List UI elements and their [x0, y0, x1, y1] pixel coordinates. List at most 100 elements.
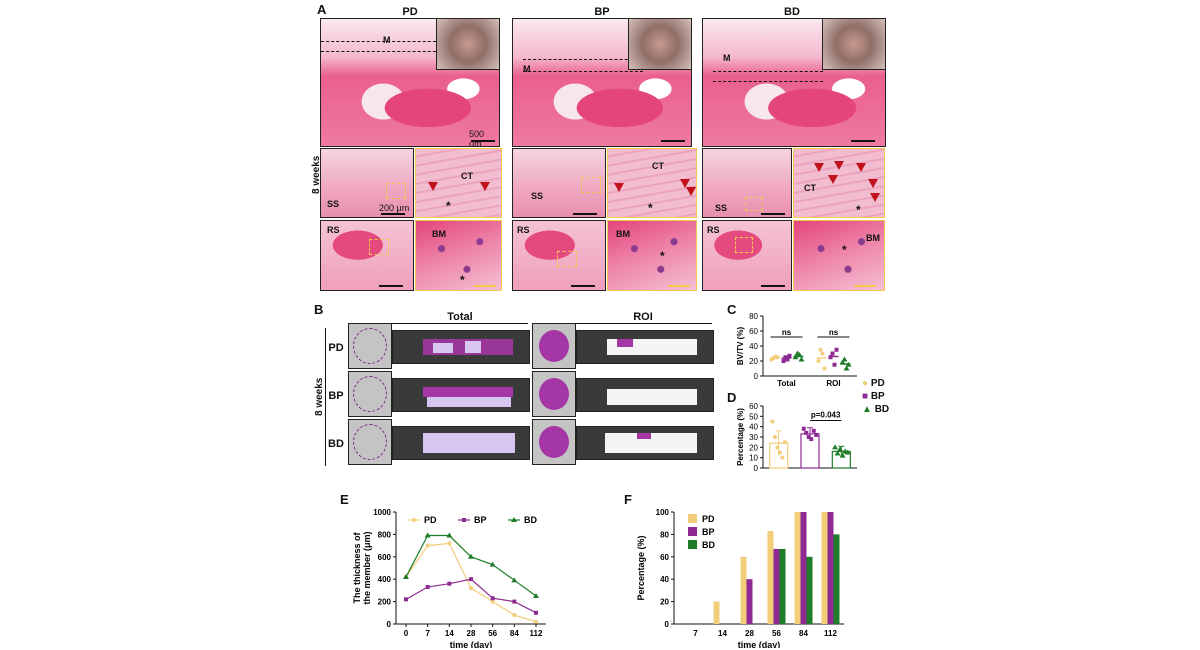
- data-point: [798, 356, 805, 362]
- y-tick-label: 10: [749, 454, 758, 463]
- y-tick-label: 0: [387, 620, 392, 629]
- zoom-region-box: [386, 183, 406, 199]
- microct-cross-section-bd: [348, 419, 392, 465]
- scale-bar: [474, 285, 496, 287]
- tag-rs: RS: [327, 225, 340, 235]
- y-tick-label: 50: [749, 412, 758, 421]
- membrane-boundary: [321, 51, 441, 52]
- scale-bar: [761, 213, 785, 215]
- tag-bm: BM: [616, 229, 630, 239]
- y-tick-label: 0: [754, 464, 759, 473]
- y-tick-label: 400: [378, 575, 392, 584]
- tag-ct: CT: [652, 161, 664, 171]
- bone-fragment: [427, 397, 511, 407]
- bone-fragment: [607, 389, 697, 405]
- asterisk-marker: *: [446, 199, 451, 213]
- microct-longitudinal-roi-pd: [576, 330, 714, 364]
- tag-ss: SS: [715, 203, 728, 213]
- legend-label: BD: [702, 540, 715, 550]
- data-point: [775, 355, 780, 360]
- data-point: [839, 359, 846, 365]
- tag-rs: RS: [517, 225, 530, 235]
- legend-label: BP: [870, 391, 885, 402]
- data-point: [772, 435, 777, 439]
- x-tick-label: 28: [745, 629, 754, 638]
- tag-ss: SS: [531, 191, 544, 201]
- microct-longitudinal-total-bp: [392, 378, 530, 412]
- scale-bar: [761, 285, 785, 287]
- asterisk-marker: *: [842, 243, 847, 257]
- scale-bar: [661, 140, 685, 142]
- x-tick-label: 84: [510, 629, 519, 638]
- y-tick-label: 0: [665, 620, 670, 629]
- scale-bar: [379, 285, 403, 287]
- membrane-boundary: [321, 41, 441, 42]
- x-tick-label: Total: [777, 379, 796, 388]
- data-point: [828, 355, 833, 360]
- legend-label: PD: [424, 515, 437, 525]
- roi-circle: [353, 376, 387, 412]
- series-line: [405, 578, 537, 614]
- data-point: [775, 445, 780, 450]
- x-tick-label: 14: [718, 629, 727, 638]
- data-point: [425, 543, 430, 548]
- data-point: [534, 610, 538, 615]
- microct-longitudinal-roi-bd: [576, 426, 714, 460]
- data-point: [845, 361, 852, 367]
- panel-b-row-bp: BP: [328, 390, 344, 402]
- data-point: [804, 430, 809, 435]
- he-rs-pd: RS: [320, 220, 414, 291]
- scale-bar: [471, 140, 495, 142]
- zoom-region-box: [745, 197, 763, 211]
- legend-item-pd: ● PD: [862, 378, 902, 391]
- bone-fragment: [605, 433, 697, 453]
- bar: [746, 579, 753, 624]
- scale-bar: [571, 285, 595, 287]
- panel-a-label: A: [317, 2, 327, 17]
- data-point: [403, 573, 409, 579]
- bone-volume-overlay: [423, 387, 513, 397]
- y-tick-label: 0: [754, 372, 759, 381]
- red-arrow-icon: [480, 182, 490, 191]
- significance-label: ns: [829, 328, 839, 337]
- bone-fragment: [423, 433, 515, 453]
- panel-a-group-bd: BD: [784, 6, 800, 18]
- gross-photo-inset: [436, 19, 499, 70]
- he-ss-bd: SS: [702, 148, 792, 218]
- y-tick-label: 20: [749, 357, 758, 366]
- red-arrow-icon: [680, 179, 690, 188]
- data-point: [844, 449, 851, 455]
- red-arrow-icon: [856, 163, 866, 172]
- y-tick-label: 200: [378, 598, 392, 607]
- bar: [767, 531, 774, 624]
- data-point: [780, 455, 785, 460]
- data-point: [837, 446, 844, 452]
- x-tick-label: 28: [467, 629, 476, 638]
- bar: [779, 548, 786, 624]
- he-rs-bp: RS: [512, 220, 606, 291]
- microct-longitudinal-total-bd: [392, 426, 530, 460]
- panel-e-label: E: [340, 492, 349, 507]
- red-arrow-icon: [868, 179, 878, 188]
- roi-circle: [353, 424, 387, 460]
- asterisk-marker: *: [648, 201, 653, 215]
- he-ss-pd: SS 200 μm: [320, 148, 414, 218]
- y-tick-label: 20: [749, 443, 758, 452]
- divider: [392, 323, 528, 324]
- scale-bar: [854, 285, 876, 287]
- data-point: [425, 585, 430, 590]
- significance-label: ns: [782, 328, 792, 337]
- microct-longitudinal-total-pd: [392, 330, 530, 364]
- legend-marker: [412, 518, 416, 522]
- legend-swatch: [688, 527, 697, 536]
- data-point: [468, 553, 474, 559]
- gross-photo-inset: [628, 19, 691, 70]
- data-point: [834, 347, 839, 352]
- he-bm-zoom-pd: BM *: [415, 220, 502, 291]
- data-point: [782, 440, 787, 445]
- data-point: [490, 599, 495, 604]
- bone-fragment: [465, 341, 481, 353]
- y-axis-label: BV/TV (%): [736, 327, 745, 366]
- bone-volume-overlay: [637, 433, 651, 439]
